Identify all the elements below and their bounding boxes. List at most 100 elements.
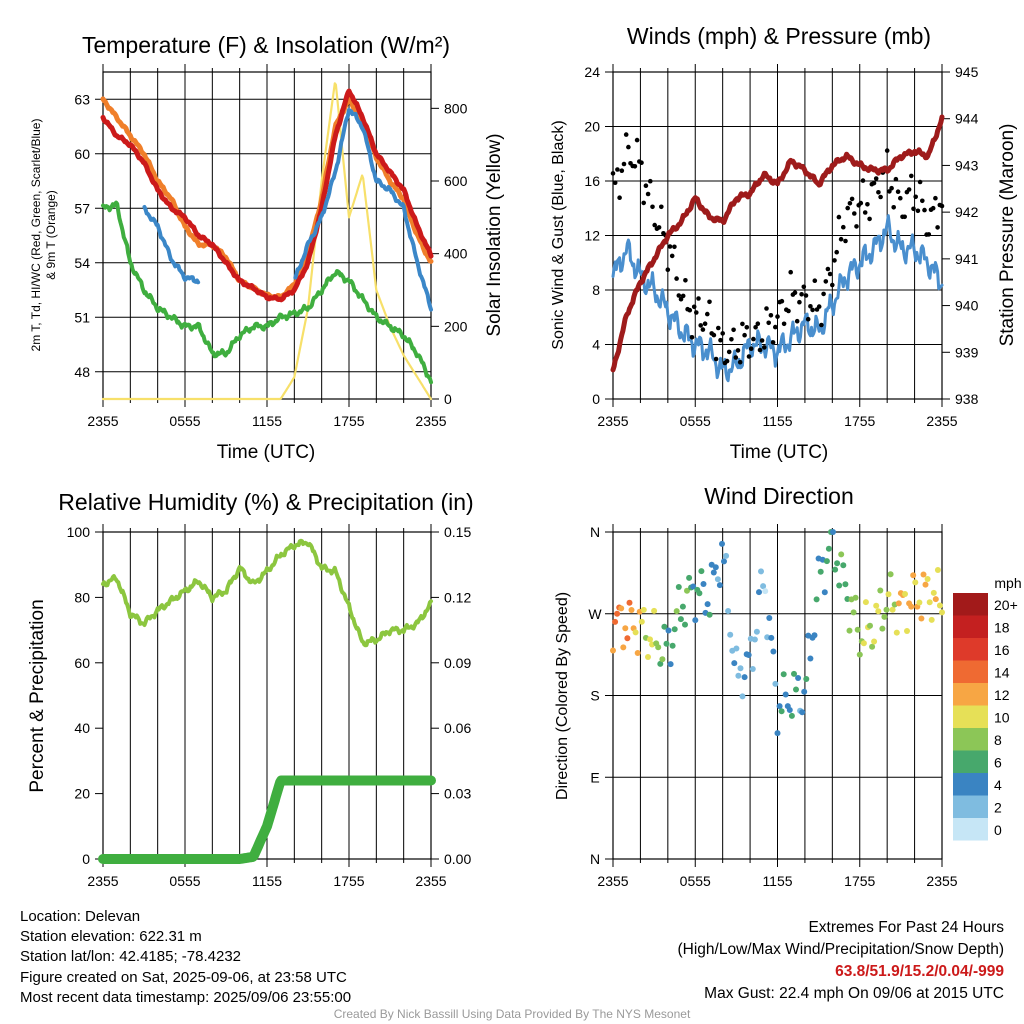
direction-point [733, 645, 740, 652]
direction-point [801, 688, 808, 695]
gust-point [669, 253, 675, 259]
gust-point [610, 171, 616, 176]
direction-point [939, 609, 945, 616]
direction-point [936, 602, 943, 609]
direction-point [782, 691, 789, 698]
rh-y2tick-label: 0.06 [444, 720, 471, 736]
colorbar-swatch [953, 795, 988, 818]
gust-point [797, 299, 802, 305]
rh-ylabel-left: Percent & Precipitation [27, 599, 48, 792]
direction-point [912, 579, 919, 586]
extremes-subtitle: (High/Low/Max Wind/Precipitation/Snow De… [677, 941, 1005, 958]
direction-point [710, 569, 717, 576]
gust-point [672, 244, 677, 250]
direction-point [758, 568, 764, 575]
direction-point [671, 626, 678, 633]
temp-xtick-label: 2355 [87, 413, 118, 429]
direction-point [645, 654, 651, 660]
direction-point [778, 708, 785, 715]
gust-point [939, 203, 945, 209]
gust-point [735, 348, 741, 353]
direction-point [875, 608, 882, 615]
wind-xtick-label: 1755 [844, 413, 875, 429]
precip-line [98, 775, 436, 864]
direction-point [622, 625, 629, 632]
direction-point [817, 568, 824, 575]
rh-ytick-label: 60 [74, 655, 90, 671]
gust-point [768, 313, 774, 318]
rh-panel-title: Relative Humidity (%) & Precipitation (i… [58, 489, 473, 515]
direction-point [745, 652, 752, 658]
gust-point [696, 296, 701, 301]
credit-line: Created By Nick Bassill Using Data Provi… [333, 1007, 691, 1021]
temp-title-text: Temperature (F) & Insolation (W/m²) [82, 32, 450, 58]
gust-point [836, 214, 842, 220]
direction-point [651, 607, 658, 614]
gust-point [619, 168, 625, 173]
direction-point [640, 606, 647, 613]
direction-point [930, 589, 937, 596]
temp-panel-title: Temperature (F) & Insolation (W/m²) [82, 32, 450, 58]
gust-point [643, 183, 649, 188]
direction-point [735, 672, 742, 679]
gust-point [705, 311, 710, 317]
direction-point [852, 594, 859, 601]
gust-point [792, 290, 798, 296]
wind-ytick-label: 4 [592, 337, 600, 353]
direction-point [786, 707, 793, 713]
direction-point [696, 590, 703, 597]
gust-point [893, 176, 899, 182]
direction-point [620, 644, 627, 651]
direction-point [766, 615, 773, 621]
gust-point [753, 325, 758, 330]
rh-y2tick-label: 0.15 [444, 524, 471, 540]
gust-point [812, 278, 818, 284]
direction-point [834, 560, 841, 567]
dir-ytick-label: N [590, 851, 600, 867]
gust-point [849, 196, 855, 202]
direction-point [628, 607, 635, 613]
colorbar-swatch [953, 818, 988, 841]
direction-point [626, 599, 633, 606]
colorbar-swatch [953, 750, 988, 773]
colorbar-swatch [953, 705, 988, 728]
colorbar-swatch [953, 638, 988, 661]
extremes-title: Extremes For Past 24 Hours [808, 919, 1004, 936]
gust-point [716, 325, 721, 331]
temp-xtick-label: 0555 [169, 413, 200, 429]
direction-point [682, 621, 688, 628]
gust-point [926, 232, 932, 237]
wind-ytick-label: 24 [584, 64, 600, 80]
direction-point [889, 606, 896, 613]
direction-point [807, 655, 814, 662]
gust-point [867, 216, 872, 222]
direction-point [803, 676, 810, 682]
direction-point [823, 558, 830, 565]
gust-point [759, 338, 765, 343]
gust-point [652, 222, 657, 228]
direction-point [924, 576, 931, 582]
gust-point [762, 345, 767, 350]
gust-point [794, 318, 800, 324]
gust-point [645, 191, 651, 197]
temp-y2tick-label: 200 [444, 318, 468, 334]
temp-2m-line [100, 88, 434, 303]
temp-ylabel-right: Solar Insolation (Yellow) [484, 133, 505, 336]
gust-point [678, 296, 684, 302]
gust-point [689, 335, 695, 340]
rh-xtick-label: 2355 [87, 873, 118, 889]
wind-xlabel: Time (UTC) [730, 442, 829, 463]
gust-point [632, 164, 638, 169]
gust-point [702, 321, 708, 327]
dir-plot: N E S W N 2355 0555 1155 1755 2355 [588, 524, 958, 889]
info-elevation: Station elevation: 622.31 m [20, 928, 202, 946]
gust-point [799, 292, 804, 297]
gust-point [770, 340, 776, 345]
gust-point [841, 224, 846, 230]
direction-point [840, 562, 847, 569]
gust-point [707, 299, 712, 305]
wind-y2tick-label: 940 [955, 298, 979, 314]
info-location: Location: Delevan [20, 908, 141, 925]
dir-xtick-label: 1155 [762, 873, 792, 889]
